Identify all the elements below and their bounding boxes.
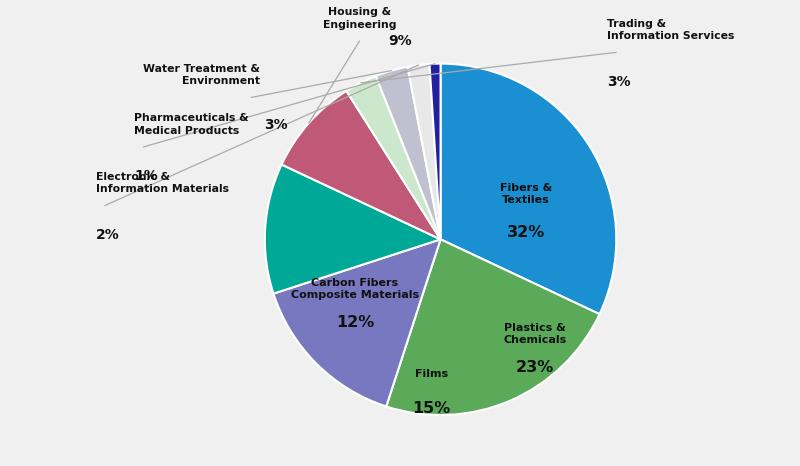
Text: Carbon Fibers
Composite Materials: Carbon Fibers Composite Materials bbox=[291, 278, 419, 300]
Wedge shape bbox=[282, 91, 441, 240]
Wedge shape bbox=[408, 64, 441, 240]
Text: 3%: 3% bbox=[607, 75, 631, 89]
Text: Electronic &
Information Materials: Electronic & Information Materials bbox=[96, 172, 229, 194]
Text: 1%: 1% bbox=[134, 170, 158, 184]
Text: 9%: 9% bbox=[388, 34, 412, 48]
Wedge shape bbox=[386, 240, 599, 415]
Text: 3%: 3% bbox=[264, 118, 287, 132]
Text: Water Treatment &
Environment: Water Treatment & Environment bbox=[143, 64, 260, 86]
Text: Fibers &
Textiles: Fibers & Textiles bbox=[500, 183, 552, 206]
Text: 2%: 2% bbox=[96, 228, 120, 242]
Text: Films: Films bbox=[415, 370, 448, 379]
Text: 15%: 15% bbox=[413, 401, 450, 416]
Wedge shape bbox=[346, 76, 441, 240]
Wedge shape bbox=[430, 64, 441, 240]
Text: 23%: 23% bbox=[516, 360, 554, 375]
Text: Housing &
Engineering: Housing & Engineering bbox=[322, 7, 396, 30]
Wedge shape bbox=[265, 164, 441, 294]
Text: 32%: 32% bbox=[507, 225, 546, 240]
Text: Pharmaceuticals &
Medical Products: Pharmaceuticals & Medical Products bbox=[134, 113, 249, 136]
Text: 12%: 12% bbox=[336, 315, 374, 330]
Text: Trading &
Information Services: Trading & Information Services bbox=[607, 19, 734, 41]
Wedge shape bbox=[274, 240, 441, 406]
Wedge shape bbox=[441, 64, 616, 314]
Text: Plastics &
Chemicals: Plastics & Chemicals bbox=[503, 323, 566, 345]
Wedge shape bbox=[376, 67, 441, 240]
